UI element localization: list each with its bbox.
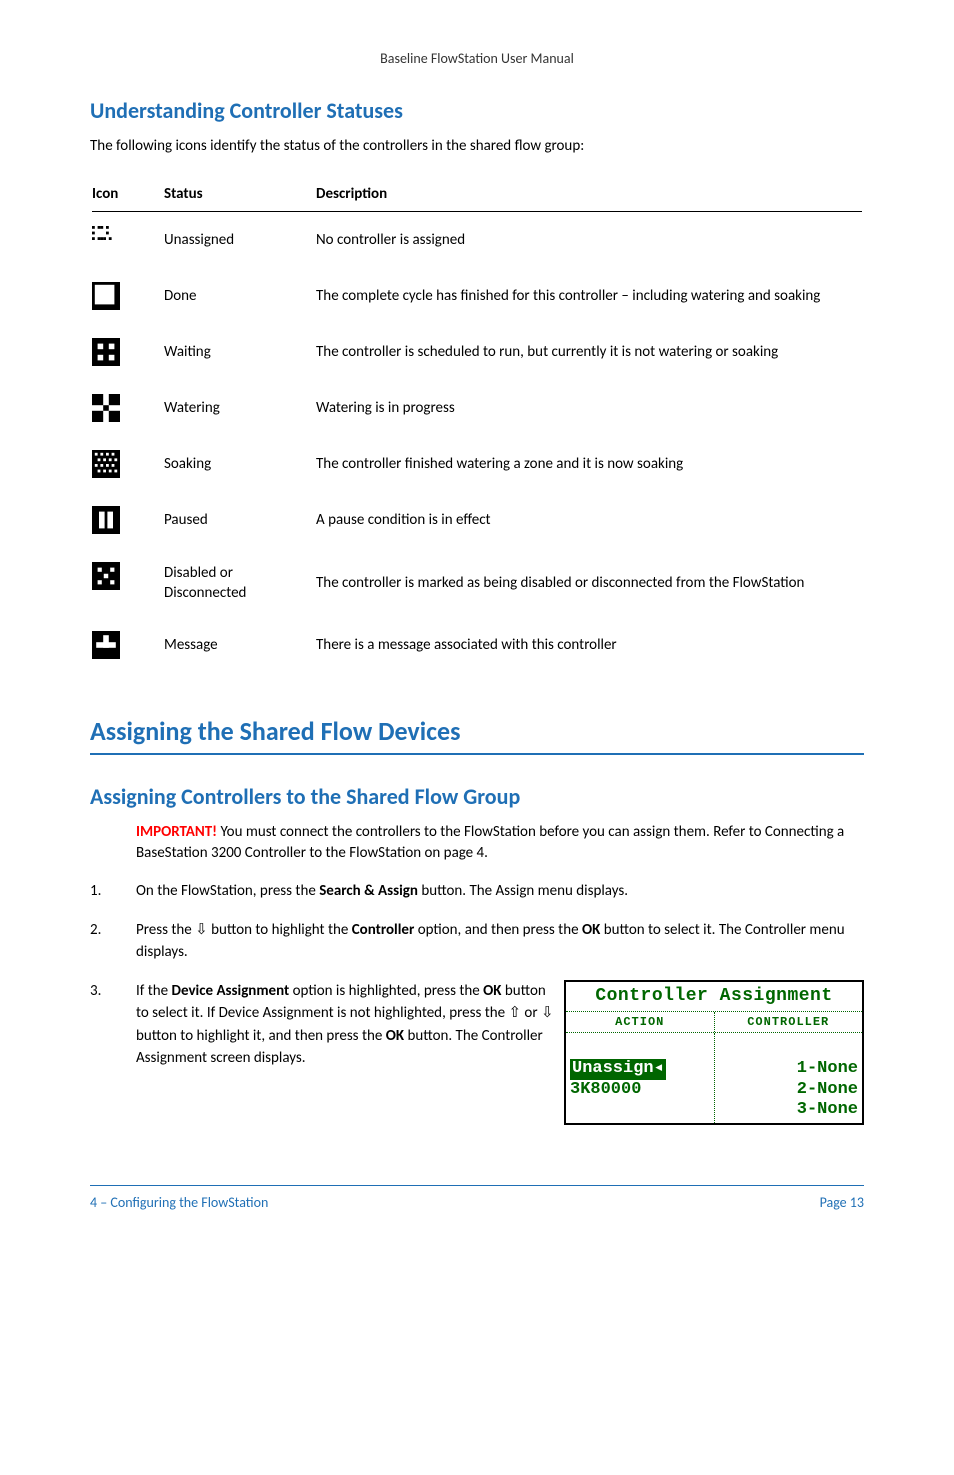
status-desc: The controller is marked as being disabl… [316, 550, 862, 617]
status-name: Watering [164, 382, 314, 436]
status-name: Waiting [164, 326, 314, 380]
lcd-row: 3K80000 [570, 1080, 710, 1100]
table-header-row: Icon Status Description [92, 179, 862, 209]
important-text: You must connect the controllers to the … [136, 823, 844, 862]
soaking-icon [92, 450, 120, 478]
steps-list: On the FlowStation, press the Search & A… [90, 880, 864, 1125]
status-table: Icon Status Description Unassigned No co… [90, 177, 864, 675]
unassigned-icon [92, 226, 120, 254]
table-row: Unassigned No controller is assigned [92, 214, 862, 268]
status-name: Soaking [164, 438, 314, 492]
section-intro: The following icons identify the status … [90, 136, 864, 157]
section-heading-controllers: Assigning Controllers to the Shared Flow… [90, 783, 864, 810]
status-name: Message [164, 619, 314, 673]
lcd-title: Controller Assignment [566, 982, 862, 1012]
important-label: IMPORTANT! [136, 823, 217, 841]
waiting-icon [92, 338, 120, 366]
status-desc: Watering is in progress [316, 382, 862, 436]
status-desc: The complete cycle has finished for this… [316, 270, 862, 324]
list-item: On the FlowStation, press the Search & A… [90, 880, 864, 903]
lcd-col1: ACTION [566, 1012, 715, 1032]
status-desc: A pause condition is in effect [316, 494, 862, 548]
table-row: Disabled or Disconnected The controller … [92, 550, 862, 617]
status-desc: There is a message associated with this … [316, 619, 862, 673]
lcd-screenshot: Controller Assignment ACTION CONTROLLER … [564, 980, 864, 1125]
watering-icon [92, 394, 120, 422]
status-desc: The controller is scheduled to run, but … [316, 326, 862, 380]
list-item: Press the ⇩ button to highlight the Cont… [90, 919, 864, 964]
table-row: Watering Watering is in progress [92, 382, 862, 436]
status-name: Paused [164, 494, 314, 548]
lcd-row: 2-None [719, 1080, 859, 1100]
status-desc: No controller is assigned [316, 214, 862, 268]
status-name: Disabled or Disconnected [164, 550, 314, 617]
table-row: Soaking The controller finished watering… [92, 438, 862, 492]
status-name: Done [164, 270, 314, 324]
footer-right: Page 13 [820, 1194, 864, 1211]
lcd-col-header: ACTION CONTROLLER [566, 1012, 862, 1033]
list-item: If the Device Assignment option is highl… [90, 980, 864, 1125]
page-header: Baseline FlowStation User Manual [90, 50, 864, 67]
lcd-row-selected: Unassign◂ [570, 1059, 710, 1079]
table-row: Done The complete cycle has finished for… [92, 270, 862, 324]
done-icon [92, 282, 120, 310]
th-icon: Icon [92, 179, 162, 209]
table-row: Paused A pause condition is in effect [92, 494, 862, 548]
paused-icon [92, 506, 120, 534]
lcd-col2: CONTROLLER [715, 1012, 863, 1032]
th-status: Status [164, 179, 314, 209]
footer-left: 4 – Configuring the FlowStation [90, 1194, 268, 1211]
lcd-row: 3-None [719, 1100, 859, 1120]
message-icon [92, 631, 120, 659]
header-rule [92, 211, 862, 212]
section-heading-devices: Assigning the Shared Flow Devices [90, 715, 864, 747]
status-desc: The controller finished watering a zone … [316, 438, 862, 492]
disabled-icon [92, 562, 120, 590]
table-row: Message There is a message associated wi… [92, 619, 862, 673]
lcd-row: 1-None [719, 1059, 859, 1079]
important-note: IMPORTANT! You must connect the controll… [90, 822, 864, 864]
section-rule [90, 753, 864, 755]
th-description: Description [316, 179, 862, 209]
footer: 4 – Configuring the FlowStation Page 13 [90, 1185, 864, 1211]
table-row: Waiting The controller is scheduled to r… [92, 326, 862, 380]
status-name: Unassigned [164, 214, 314, 268]
section-heading-statuses: Understanding Controller Statuses [90, 97, 864, 124]
